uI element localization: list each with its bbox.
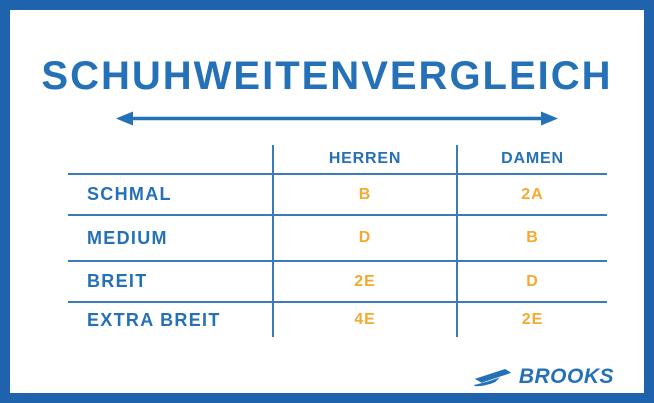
cell-breit-herren: 2E xyxy=(272,260,456,301)
cell-medium-damen: B xyxy=(456,214,607,260)
row-label-extra-breit: EXTRA BREIT xyxy=(68,301,272,337)
cell-breit-damen: D xyxy=(456,260,607,301)
cell-schmal-damen: 2A xyxy=(456,173,607,214)
brooks-logo: BROOKS xyxy=(473,365,614,388)
cell-extra-breit-herren: 4E xyxy=(272,301,456,337)
row-label-breit: BREIT xyxy=(68,260,272,301)
column-header-herren: HERREN xyxy=(272,145,456,173)
width-double-arrow-icon xyxy=(116,111,558,126)
page-title: SCHUHWEITENVERGLEICH xyxy=(41,54,613,98)
brooks-wordmark: BROOKS xyxy=(518,365,614,388)
row-label-medium: MEDIUM xyxy=(68,214,272,260)
cell-extra-breit-damen: 2E xyxy=(456,301,607,337)
cell-medium-herren: D xyxy=(272,214,456,260)
table-corner-cell xyxy=(68,145,272,173)
row-label-schmal: SCHMAL xyxy=(68,173,272,214)
column-header-damen: DAMEN xyxy=(456,145,607,173)
size-comparison-table: HERREN DAMEN SCHMAL B 2A MEDIUM D B BREI… xyxy=(68,145,607,337)
cell-schmal-herren: B xyxy=(272,173,456,214)
brooks-chevron-icon xyxy=(473,368,512,386)
